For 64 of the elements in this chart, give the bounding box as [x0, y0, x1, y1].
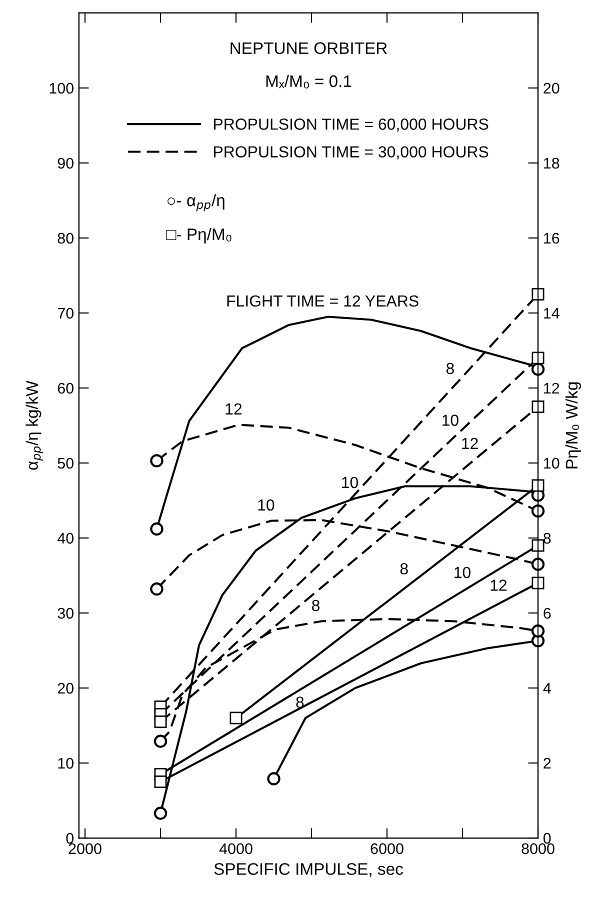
point [154, 806, 168, 820]
point [532, 479, 544, 492]
y-tick-label: 90 [58, 158, 74, 169]
y-tick-label: 0 [66, 832, 74, 844]
y2-tick-label: 8 [544, 532, 551, 544]
point [154, 734, 168, 748]
point [532, 576, 544, 590]
y2-tick-label: 20 [544, 82, 560, 94]
y-tick-label: 100 [50, 82, 74, 94]
text: Mₓ/M₀ = 0.1 [266, 74, 352, 88]
point [531, 558, 545, 571]
point [230, 712, 242, 724]
y2-tick-label: 10 [544, 458, 560, 469]
annotation: 8 [446, 362, 454, 374]
annotation: 10 [454, 566, 470, 578]
y-tick-label: 80 [58, 232, 74, 244]
annotation: 12 [226, 403, 242, 414]
annotation: 10 [442, 414, 458, 426]
y-tick-label: 50 [58, 458, 74, 469]
y-axis-title: α$_{pp}$/η kg/kW [26, 380, 43, 470]
legend-label: PROPULSION TIME = 60,000 HOURS [214, 118, 488, 132]
annotation: FLIGHT TIME = 12 YEARS [227, 295, 418, 307]
y2-tick-label: 6 [544, 608, 551, 619]
y-tick-label: 10 [58, 758, 74, 769]
y2-tick-label: 2 [544, 758, 551, 769]
x-axis-title: SPECIFIC IMPULSE, sec [214, 863, 403, 877]
point [532, 288, 544, 300]
text: NEPTUNE ORBITER [230, 42, 387, 54]
y2-axis-title: Pη/M₀ W/kg [565, 382, 581, 468]
y-tick-label: 40 [57, 532, 74, 544]
y2-tick-label: 0 [543, 832, 551, 844]
annotation: 10 [258, 499, 274, 511]
point [150, 454, 164, 468]
y-tick-label: 70 [58, 308, 74, 319]
y2-tick-label: 14 [544, 308, 560, 319]
point [531, 504, 545, 518]
annotation: 10 [342, 476, 358, 488]
x-tick-label: 2000 [68, 843, 102, 854]
annotation: 8 [312, 600, 320, 612]
y2-tick-label: 4 [543, 683, 551, 694]
y2-tick-label: 12 [544, 382, 560, 394]
annotation: 12 [490, 580, 507, 591]
point [532, 539, 544, 552]
point [150, 522, 164, 536]
point [532, 400, 544, 413]
y-tick-label: 20 [58, 682, 74, 694]
y-tick-label: 60 [58, 382, 74, 394]
y-tick-label: 30 [58, 608, 74, 619]
x-tick-label: 4000 [219, 843, 252, 854]
y2-tick-label: 18 [544, 158, 560, 169]
y2-tick-label: 16 [544, 232, 560, 244]
legend-label: PROPULSION TIME = 30,000 HOURS [214, 146, 488, 160]
point [154, 716, 167, 728]
point [150, 582, 164, 596]
annotation: □- Pη/M₀ [166, 228, 232, 244]
x-tick-label: 6000 [370, 843, 404, 854]
point [267, 772, 280, 786]
annotation: 12 [462, 438, 478, 449]
annotation: 8 [400, 563, 408, 574]
x-tick-label: 8000 [522, 843, 554, 854]
annotation: ○- α$_{pp}$/η [168, 194, 224, 212]
point [154, 776, 167, 788]
point [531, 624, 545, 638]
point [532, 352, 544, 364]
